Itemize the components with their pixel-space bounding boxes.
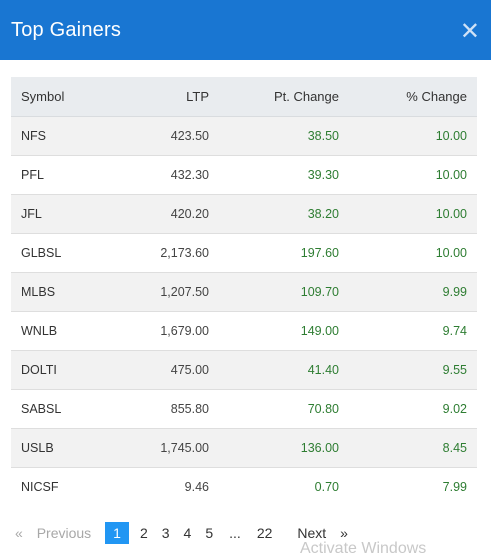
cell-pt-change: 41.40 [307, 362, 339, 377]
table-row[interactable]: USLB 1,745.00 136.00 8.45 [11, 428, 477, 467]
table-row[interactable]: MLBS 1,207.50 109.70 9.99 [11, 272, 477, 311]
table-row[interactable]: SABSL 855.80 70.80 9.02 [11, 389, 477, 428]
next-button[interactable]: Next » [293, 525, 351, 541]
cell-pct-change: 9.99 [442, 284, 467, 299]
modal-header: Top Gainers ✕ [0, 0, 491, 60]
next-label: Next [297, 525, 327, 541]
prev-arrow-icon: « [15, 525, 23, 541]
previous-label: Previous [36, 525, 92, 541]
cell-symbol[interactable]: NFS [21, 128, 46, 143]
cell-ltp: 2,173.60 [160, 245, 209, 260]
page-4-button[interactable]: 4 [183, 525, 192, 541]
cell-pct-change: 9.74 [442, 323, 467, 338]
previous-button: « Previous [11, 525, 95, 541]
column-header-pct-change[interactable]: % Change [349, 77, 477, 117]
cell-pct-change: 10.00 [435, 128, 467, 143]
table-row[interactable]: NICSF 9.46 0.70 7.99 [11, 467, 477, 506]
column-header-symbol[interactable]: Symbol [11, 77, 107, 117]
cell-ltp: 855.80 [170, 401, 209, 416]
cell-pct-change: 7.99 [442, 479, 467, 494]
cell-symbol[interactable]: GLBSL [21, 245, 62, 260]
table-row[interactable]: WNLB 1,679.00 149.00 9.74 [11, 311, 477, 350]
cell-pt-change: 0.70 [314, 479, 339, 494]
cell-symbol[interactable]: SABSL [21, 401, 62, 416]
close-icon[interactable]: ✕ [459, 18, 480, 45]
cell-pt-change: 39.30 [307, 167, 339, 182]
page-3-button[interactable]: 3 [161, 525, 170, 541]
table-row[interactable]: NFS 423.50 38.50 10.00 [11, 116, 477, 155]
cell-symbol[interactable]: PFL [21, 167, 44, 182]
cell-symbol[interactable]: DOLTI [21, 362, 57, 377]
column-header-ltp[interactable]: LTP [107, 77, 219, 117]
gainers-table-container: Symbol LTP Pt. Change % Change NFS 423.50… [11, 77, 477, 506]
cell-ltp: 1,745.00 [160, 440, 209, 455]
cell-pct-change: 10.00 [435, 167, 467, 182]
cell-symbol[interactable]: MLBS [21, 284, 56, 299]
cell-pct-change: 10.00 [435, 206, 467, 221]
pagination: « Previous 1 2 3 4 5 ... 22 Next » [11, 521, 352, 545]
cell-ltp: 9.46 [184, 479, 209, 494]
table-body: NFS 423.50 38.50 10.00 PFL 432.30 39.30 10.00 JF… [11, 116, 477, 506]
cell-pt-change: 197.60 [300, 245, 339, 260]
cell-pt-change: 149.00 [300, 323, 339, 338]
page-2-button[interactable]: 2 [139, 525, 148, 541]
gainers-table: Symbol LTP Pt. Change % Change NFS 423.50… [11, 77, 477, 506]
cell-ltp: 423.50 [170, 128, 209, 143]
cell-pct-change: 9.55 [442, 362, 467, 377]
cell-pt-change: 38.20 [307, 206, 339, 221]
cell-ltp: 1,679.00 [160, 323, 209, 338]
column-header-pt-change[interactable]: Pt. Change [219, 77, 349, 117]
table-row[interactable]: JFL 420.20 38.20 10.00 [11, 194, 477, 233]
table-row[interactable]: DOLTI 475.00 41.40 9.55 [11, 350, 477, 389]
cell-ltp: 432.30 [170, 167, 209, 182]
page-5-button[interactable]: 5 [205, 525, 214, 541]
cell-symbol[interactable]: JFL [21, 206, 42, 221]
cell-pct-change: 9.02 [442, 401, 467, 416]
pagination-ellipsis: ... [229, 525, 241, 541]
cell-pt-change: 38.50 [307, 128, 339, 143]
cell-ltp: 1,207.50 [160, 284, 209, 299]
cell-pt-change: 136.00 [300, 440, 339, 455]
cell-symbol[interactable]: USLB [21, 440, 54, 455]
cell-pct-change: 10.00 [435, 245, 467, 260]
page-22-button[interactable]: 22 [256, 525, 273, 541]
table-header-row: Symbol LTP Pt. Change % Change [11, 77, 477, 117]
cell-pt-change: 70.80 [307, 401, 339, 416]
cell-pt-change: 109.70 [300, 284, 339, 299]
cell-pct-change: 8.45 [442, 440, 467, 455]
cell-ltp: 475.00 [170, 362, 209, 377]
modal-title: Top Gainers [11, 18, 122, 41]
cell-ltp: 420.20 [170, 206, 209, 221]
cell-symbol[interactable]: WNLB [21, 323, 58, 338]
table-row[interactable]: PFL 432.30 39.30 10.00 [11, 155, 477, 194]
next-arrow-icon: » [340, 525, 348, 541]
activate-windows-watermark: Activate Windows [300, 540, 427, 553]
table-row[interactable]: GLBSL 2,173.60 197.60 10.00 [11, 233, 477, 272]
page-1-button[interactable]: 1 [105, 522, 129, 544]
cell-symbol[interactable]: NICSF [21, 479, 59, 494]
